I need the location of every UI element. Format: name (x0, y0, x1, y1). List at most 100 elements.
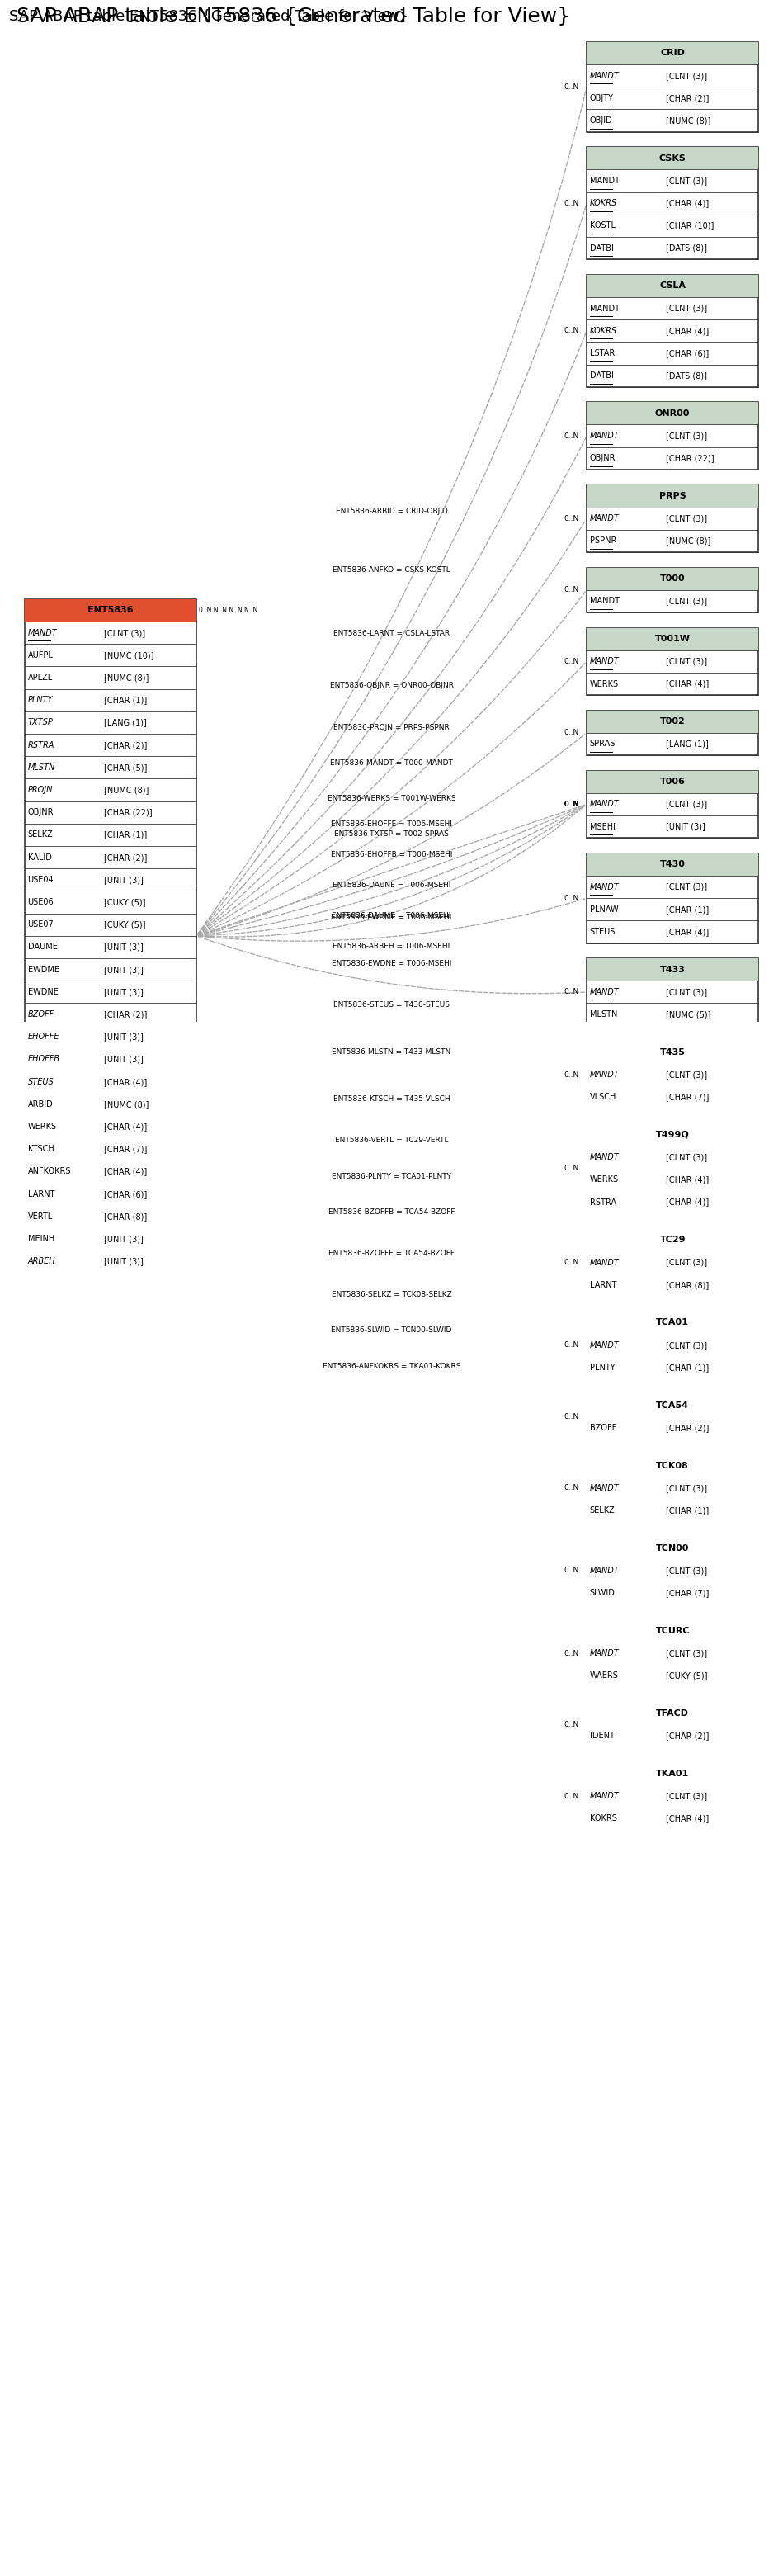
Text: MLSTN: MLSTN (27, 762, 55, 773)
Text: 0..N: 0..N (564, 1342, 579, 1350)
Text: [CHAR (4)]: [CHAR (4)] (666, 927, 709, 935)
Text: 0..N: 0..N (564, 801, 579, 809)
Text: OBJID: OBJID (590, 116, 612, 124)
Text: MANDT: MANDT (590, 1072, 619, 1079)
Bar (586, 1394, 759, 1440)
Bar (586, 276, 759, 386)
Text: [CHAR (22)]: [CHAR (22)] (103, 809, 152, 817)
Text: WAERS: WAERS (590, 1672, 619, 1680)
Text: RSTRA: RSTRA (590, 1198, 616, 1206)
Text: ENT5836-KTSCH = T435-VLSCH: ENT5836-KTSCH = T435-VLSCH (333, 1095, 450, 1103)
Bar (586, 1703, 759, 1747)
Text: [CHAR (6)]: [CHAR (6)] (103, 1190, 146, 1198)
Text: EHOFFE: EHOFFE (27, 1033, 60, 1041)
Text: 0..N: 0..N (564, 989, 579, 997)
Bar (586, 629, 759, 696)
Text: ENT5836-ARBEH = T006-MSEHI: ENT5836-ARBEH = T006-MSEHI (333, 943, 450, 951)
Text: [DATS (8)]: [DATS (8)] (666, 245, 707, 252)
Text: MLSTN: MLSTN (590, 1010, 617, 1018)
Bar (586, 958, 759, 981)
Text: [CLNT (3)]: [CLNT (3)] (666, 1566, 707, 1574)
Text: MANDT: MANDT (590, 598, 619, 605)
Text: BZOFF: BZOFF (27, 1010, 54, 1018)
Text: MANDT: MANDT (27, 629, 57, 636)
Text: [CHAR (22)]: [CHAR (22)] (666, 453, 714, 464)
Text: 0..N: 0..N (564, 327, 579, 335)
Text: ENT5836-EWDNE = T006-MSEHI: ENT5836-EWDNE = T006-MSEHI (331, 961, 452, 969)
Text: T006: T006 (660, 778, 685, 786)
Bar (586, 1703, 759, 1726)
Text: T000: T000 (660, 574, 685, 582)
Text: [CHAR (4)]: [CHAR (4)] (103, 1167, 146, 1175)
Text: MANDT: MANDT (590, 657, 619, 665)
Text: [CHAR (1)]: [CHAR (1)] (666, 1507, 709, 1515)
Text: ENT5836-SLWID = TCN00-SLWID: ENT5836-SLWID = TCN00-SLWID (331, 1327, 452, 1334)
Text: 0..N: 0..N (564, 801, 579, 809)
Text: MANDT: MANDT (590, 304, 619, 312)
Text: [CHAR (4)]: [CHAR (4)] (103, 1123, 146, 1131)
Text: [CLNT (3)]: [CLNT (3)] (666, 884, 707, 891)
Text: SPRAS: SPRAS (590, 739, 615, 747)
Text: 0..N: 0..N (564, 801, 579, 809)
Text: ENT5836-BZOFFB = TCA54-BZOFF: ENT5836-BZOFFB = TCA54-BZOFF (328, 1208, 455, 1216)
Bar (586, 484, 759, 507)
Text: [CHAR (4)]: [CHAR (4)] (103, 1077, 146, 1087)
Text: [LANG (1)]: [LANG (1)] (103, 719, 146, 726)
Text: 0..N: 0..N (564, 587, 579, 592)
Text: 0..N: 0..N (564, 801, 579, 809)
Text: SLWID: SLWID (590, 1589, 615, 1597)
Text: [LANG (1)]: [LANG (1)] (666, 739, 709, 747)
Bar (586, 567, 759, 613)
Text: AUFPL: AUFPL (27, 652, 53, 659)
Text: MANDT: MANDT (590, 1793, 619, 1801)
Text: KOKRS: KOKRS (590, 327, 617, 335)
Text: DATBI: DATBI (590, 371, 614, 379)
Text: [UNIT (3)]: [UNIT (3)] (103, 1234, 143, 1244)
Bar (586, 41, 759, 131)
Text: [CLNT (3)]: [CLNT (3)] (666, 1154, 707, 1162)
Bar (586, 147, 759, 170)
Text: [NUMC (8)]: [NUMC (8)] (666, 536, 710, 546)
Text: MANDT: MANDT (590, 1342, 619, 1350)
Text: 0..N: 0..N (564, 1484, 579, 1492)
Text: [CHAR (10)]: [CHAR (10)] (666, 222, 714, 229)
Text: [UNIT (3)]: [UNIT (3)] (103, 987, 143, 997)
Text: T499Q: T499Q (655, 1131, 689, 1139)
Text: PLNTY: PLNTY (590, 1363, 615, 1370)
Text: APLZL: APLZL (27, 672, 52, 683)
Text: USE04: USE04 (27, 876, 54, 884)
Text: ENT5836-OBJNR = ONR00-OBJNR: ENT5836-OBJNR = ONR00-OBJNR (330, 683, 453, 690)
Text: 0..N: 0..N (564, 1412, 579, 1419)
Text: 0..N: 0..N (564, 515, 579, 523)
Text: ENT5836-PLNTY = TCA01-PLNTY: ENT5836-PLNTY = TCA01-PLNTY (332, 1172, 451, 1180)
Text: MANDT: MANDT (590, 1566, 619, 1574)
Text: [UNIT (3)]: [UNIT (3)] (103, 876, 143, 884)
Text: ENT5836-ANFKOKRS = TKA01-KOKRS: ENT5836-ANFKOKRS = TKA01-KOKRS (323, 1363, 460, 1370)
Text: LARNT: LARNT (590, 1280, 617, 1288)
Bar (586, 1620, 759, 1641)
Text: ENT5836-STEUS = T430-STEUS: ENT5836-STEUS = T430-STEUS (334, 1002, 449, 1010)
Text: OBJNR: OBJNR (590, 453, 615, 464)
Text: ENT5836-BZOFFE = TCA54-BZOFF: ENT5836-BZOFFE = TCA54-BZOFF (328, 1249, 455, 1257)
Text: MSEHI: MSEHI (590, 822, 615, 832)
Text: USE06: USE06 (27, 899, 54, 907)
Text: [NUMC (8)]: [NUMC (8)] (103, 1100, 149, 1108)
Text: ENT5836-DAUME = T006-MSEHI: ENT5836-DAUME = T006-MSEHI (332, 912, 451, 920)
Text: T430: T430 (660, 860, 685, 868)
Text: TKA01: TKA01 (656, 1770, 689, 1777)
Text: [CUKY (5)]: [CUKY (5)] (666, 1672, 707, 1680)
Text: [CLNT (3)]: [CLNT (3)] (666, 304, 707, 312)
Text: VLSCH: VLSCH (590, 1092, 616, 1100)
Text: ONR00: ONR00 (655, 410, 690, 417)
Text: [CHAR (5)]: [CHAR (5)] (103, 762, 146, 773)
Text: T001W: T001W (655, 634, 691, 644)
Text: ENT5836-EHOFFE = T006-MSEHI: ENT5836-EHOFFE = T006-MSEHI (331, 819, 452, 827)
Text: 0..N: 0..N (564, 1566, 579, 1574)
Text: [CHAR (2)]: [CHAR (2)] (666, 93, 709, 103)
Text: 0..N: 0..N (564, 1164, 579, 1172)
Text: [NUMC (10)]: [NUMC (10)] (103, 652, 153, 659)
Text: OBJTY: OBJTY (590, 93, 614, 103)
Text: [CLNT (3)]: [CLNT (3)] (666, 178, 707, 185)
Text: KALID: KALID (27, 853, 52, 860)
Text: MANDT: MANDT (590, 1649, 619, 1656)
